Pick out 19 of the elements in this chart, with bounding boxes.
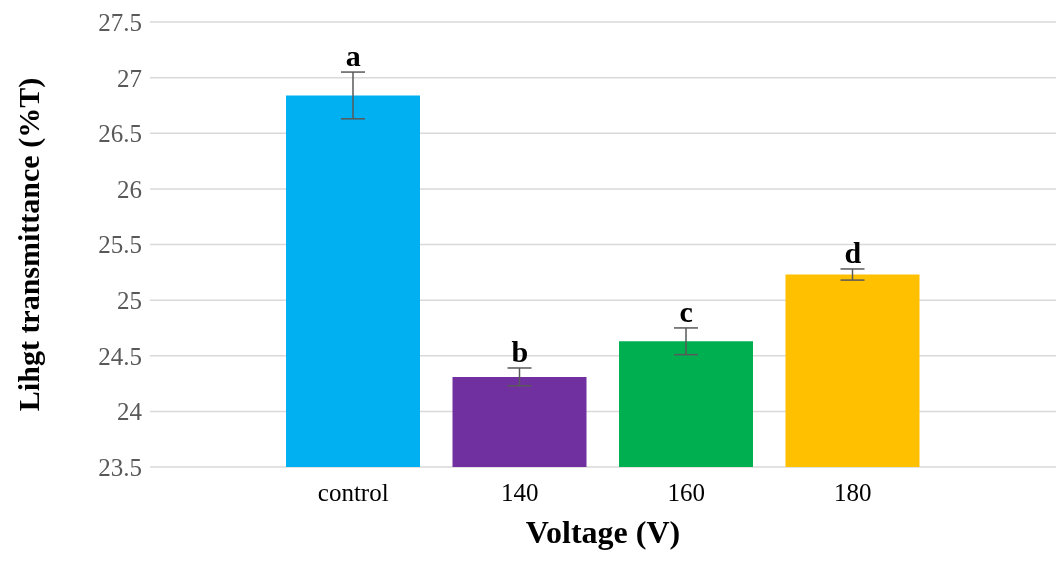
x-axis-title: Voltage (V): [525, 514, 681, 550]
annotation: b: [511, 334, 529, 368]
y-tick-label: 23.5: [98, 453, 142, 481]
x-tick-label: 140: [501, 478, 539, 506]
y-tick-label: 27.5: [98, 8, 142, 36]
y-tick-label: 26.5: [98, 120, 142, 148]
y-tick-label: 27: [117, 64, 142, 92]
annotation: d: [844, 235, 862, 269]
annotation: a: [345, 39, 361, 73]
x-tick-label: control: [317, 478, 389, 506]
y-tick-label: 26: [117, 175, 142, 203]
y-axis-title: Lihgt transmittance (%T): [11, 77, 46, 412]
x-tick-label: 160: [667, 478, 705, 506]
annotation: c: [679, 294, 693, 328]
y-tick-label: 24: [117, 398, 143, 426]
x-tick-label: 180: [834, 478, 872, 506]
y-tick-label: 24.5: [98, 342, 142, 370]
y-tick-label: 25.5: [98, 231, 142, 259]
y-tick-label: 25: [117, 287, 142, 314]
